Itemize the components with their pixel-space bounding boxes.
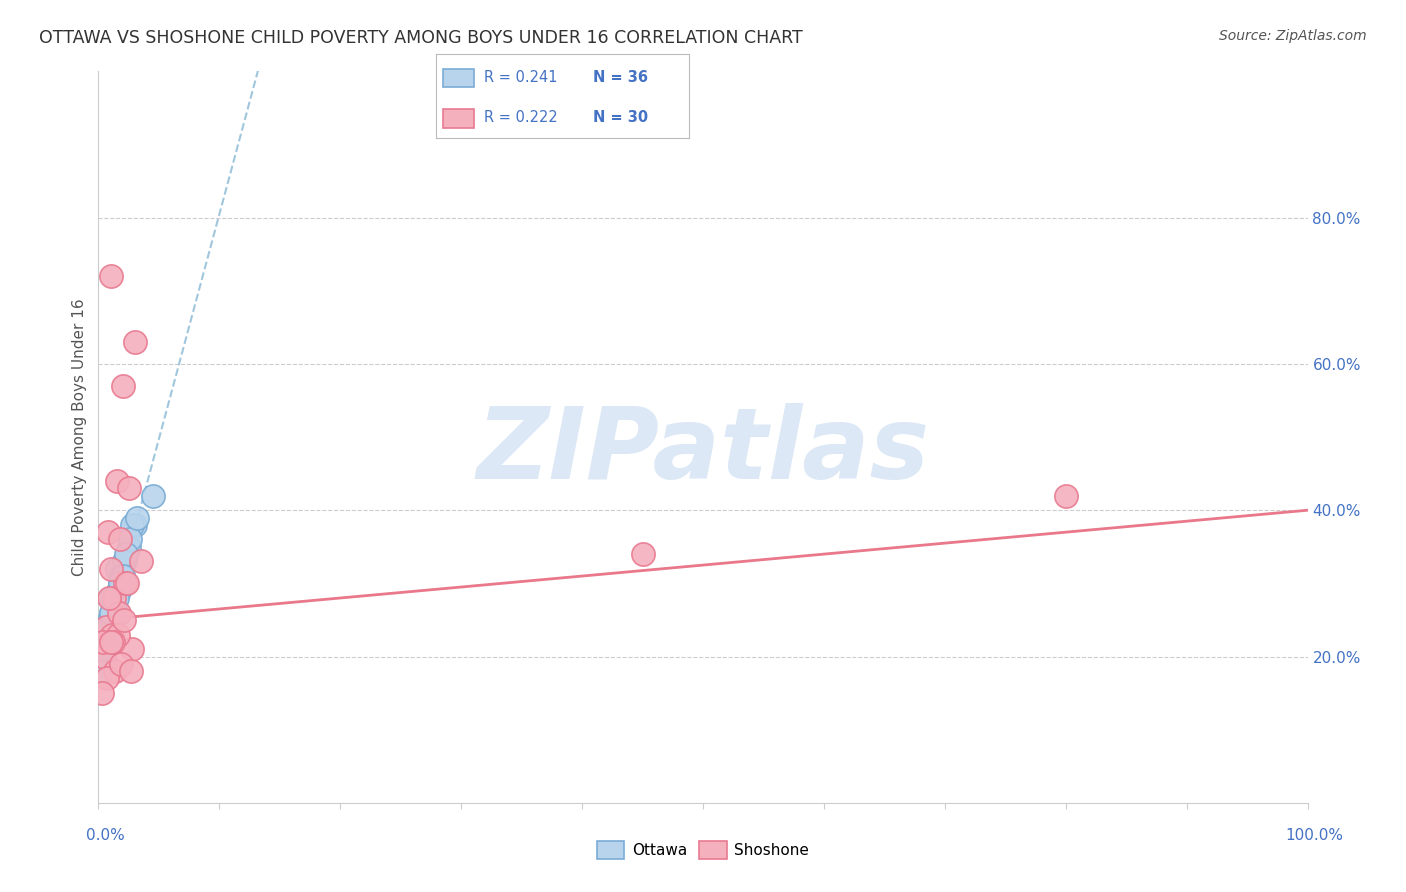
Point: [115, 547, 138, 561]
Point: [100, 606, 122, 620]
Text: OTTAWA VS SHOSHONE CHILD POVERTY AMONG BOYS UNDER 16 CORRELATION CHART: OTTAWA VS SHOSHONE CHILD POVERTY AMONG B…: [39, 29, 803, 46]
FancyBboxPatch shape: [443, 110, 474, 128]
Point: [91, 649, 114, 664]
Point: [114, 576, 136, 591]
Point: [101, 635, 124, 649]
Point: [110, 569, 132, 583]
Point: [108, 576, 131, 591]
Text: R = 0.241: R = 0.241: [484, 70, 557, 85]
Point: [98, 591, 121, 605]
Point: [121, 642, 143, 657]
Point: [91, 635, 114, 649]
Point: [103, 606, 125, 620]
Point: [100, 627, 122, 641]
Point: [111, 569, 134, 583]
Text: ZIPatlas: ZIPatlas: [477, 403, 929, 500]
Point: [631, 547, 654, 561]
Point: [118, 540, 141, 554]
Point: [91, 657, 114, 671]
Point: [96, 627, 118, 641]
Point: [117, 576, 139, 591]
Point: [100, 591, 122, 605]
Point: [104, 599, 127, 613]
Point: [93, 635, 115, 649]
Legend: Ottawa, Shoshone: Ottawa, Shoshone: [591, 835, 815, 864]
Point: [107, 627, 129, 641]
Point: [127, 510, 149, 524]
Point: [96, 672, 118, 686]
Point: [100, 606, 122, 620]
Point: [104, 664, 127, 678]
Point: [107, 583, 129, 598]
Point: [100, 562, 122, 576]
Point: [98, 613, 121, 627]
Point: [103, 591, 125, 605]
Point: [108, 576, 131, 591]
Point: [129, 554, 152, 568]
Text: N = 30: N = 30: [593, 110, 648, 125]
Point: [105, 474, 128, 488]
Point: [105, 562, 128, 576]
Point: [97, 620, 120, 634]
Point: [120, 664, 142, 678]
Point: [114, 554, 136, 568]
Text: R = 0.222: R = 0.222: [484, 110, 558, 125]
FancyBboxPatch shape: [443, 69, 474, 87]
Point: [118, 533, 141, 547]
Text: 100.0%: 100.0%: [1285, 828, 1344, 843]
Point: [97, 627, 120, 641]
Point: [1054, 489, 1077, 503]
Point: [124, 517, 146, 532]
Text: 0.0%: 0.0%: [86, 828, 125, 843]
Point: [105, 591, 128, 605]
Point: [121, 517, 143, 532]
Point: [112, 554, 135, 568]
Point: [101, 599, 124, 613]
Point: [108, 606, 131, 620]
Point: [91, 686, 114, 700]
Point: [108, 583, 131, 598]
Point: [100, 635, 122, 649]
Text: N = 36: N = 36: [593, 70, 648, 85]
Point: [142, 489, 165, 503]
Y-axis label: Child Poverty Among Boys Under 16: Child Poverty Among Boys Under 16: [72, 298, 87, 576]
Point: [100, 269, 122, 284]
Point: [124, 334, 146, 349]
Point: [108, 533, 131, 547]
Point: [98, 620, 121, 634]
Point: [118, 481, 141, 495]
Point: [100, 606, 122, 620]
Point: [97, 525, 120, 540]
Point: [93, 649, 115, 664]
Point: [111, 569, 134, 583]
Text: Source: ZipAtlas.com: Source: ZipAtlas.com: [1219, 29, 1367, 43]
Point: [94, 635, 117, 649]
Point: [94, 620, 117, 634]
Point: [112, 613, 135, 627]
Point: [110, 657, 132, 671]
Point: [90, 664, 112, 678]
Point: [93, 642, 115, 657]
Point: [111, 379, 134, 393]
